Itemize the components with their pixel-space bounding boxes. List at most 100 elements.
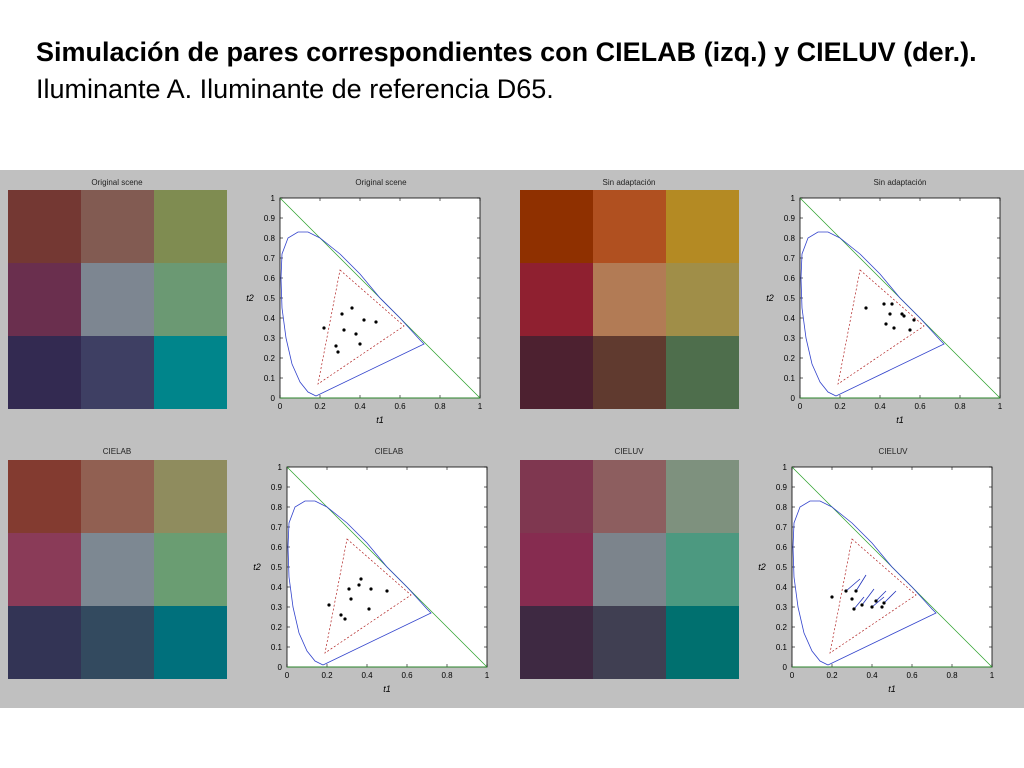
y-tick-label: 0.4 — [264, 314, 276, 323]
spectrum-locus — [792, 500, 937, 666]
y-axis-label: t2 — [253, 562, 261, 572]
chromaticity-chart: 0 0.1 0.2 0.3 0.4 0.5 0.6 0.7 0.8 0.9 1 0 0.2 0.4 0.6 0… — [253, 463, 490, 694]
color-swatch — [666, 263, 739, 336]
spectrum-locus — [800, 231, 945, 397]
y-tick-label: 0.8 — [271, 503, 283, 512]
color-swatch — [520, 190, 593, 263]
chromaticity-chart: 0 0.1 0.2 0.3 0.4 0.5 0.6 0.7 0.8 0.9 1 0 0.2 0.4 0.6 0… — [758, 463, 995, 694]
swatch-panel-title: CIELAB — [102, 447, 132, 456]
color-swatch — [154, 263, 227, 336]
x-tick-label: 0.4 — [361, 671, 373, 680]
y-tick-label: 0.1 — [271, 643, 283, 652]
gamut-triangle — [829, 538, 917, 654]
y-tick-label: 0.2 — [271, 623, 283, 632]
shift-arrow — [861, 588, 875, 606]
data-point — [884, 322, 888, 326]
y-tick-label: 0.4 — [776, 583, 788, 592]
color-swatch — [8, 336, 81, 409]
color-swatch — [520, 460, 593, 533]
y-tick-label: 0.6 — [776, 543, 788, 552]
data-point — [327, 603, 331, 607]
x-axis-label: t1 — [896, 415, 904, 425]
y-tick-label: 0.3 — [776, 603, 788, 612]
y-tick-label: 1 — [791, 194, 796, 203]
x-tick-label: 1 — [998, 402, 1003, 411]
data-point — [385, 589, 389, 593]
color-swatch — [81, 606, 154, 679]
data-point — [860, 603, 864, 607]
data-point — [369, 587, 373, 591]
data-point — [357, 583, 361, 587]
data-point — [844, 589, 848, 593]
color-swatch — [8, 460, 81, 533]
data-point — [882, 302, 886, 306]
y-tick-label: 0.3 — [271, 603, 283, 612]
data-point — [342, 328, 346, 332]
y-tick-label: 0 — [278, 663, 283, 672]
color-swatch — [593, 190, 666, 263]
shift-arrow — [871, 596, 885, 608]
data-point — [902, 314, 906, 318]
slide-title-bold: Simulación de pares correspondientes con… — [36, 37, 977, 67]
x-tick-label: 0.2 — [826, 671, 838, 680]
swatch-grid — [520, 460, 739, 679]
y-tick-label: 0.8 — [776, 503, 788, 512]
x-tick-label: 1 — [990, 671, 995, 680]
color-swatch — [81, 190, 154, 263]
swatch-panel-title: Original scene — [91, 178, 143, 187]
color-swatch — [520, 263, 593, 336]
y-tick-label: 0.4 — [784, 314, 796, 323]
y-axis-label: t2 — [246, 293, 254, 303]
data-point — [888, 312, 892, 316]
x-tick-label: 0.8 — [434, 402, 446, 411]
data-point — [874, 599, 878, 603]
gamut-triangle — [317, 269, 405, 385]
x-tick-label: 0.2 — [314, 402, 326, 411]
color-swatch — [666, 460, 739, 533]
chart-title: CIELAB — [374, 447, 404, 456]
x-tick-label: 0.8 — [441, 671, 453, 680]
shift-arrow — [883, 590, 897, 604]
swatch-grid — [520, 190, 739, 409]
x-tick-label: 0.2 — [321, 671, 333, 680]
y-tick-label: 0 — [271, 394, 276, 403]
y-tick-label: 0.3 — [264, 334, 276, 343]
data-point — [349, 597, 353, 601]
data-point — [359, 577, 363, 581]
y-tick-label: 0.7 — [264, 254, 276, 263]
y-tick-label: 0.5 — [784, 294, 796, 303]
y-tick-label: 0.9 — [784, 214, 796, 223]
slide-title-regular: Iluminante A. Iluminante de referencia D… — [36, 74, 554, 104]
chart-title: Sin adaptación — [873, 178, 927, 187]
color-swatch — [666, 190, 739, 263]
y-tick-label: 0.5 — [776, 563, 788, 572]
data-point — [343, 617, 347, 621]
data-point — [322, 326, 326, 330]
y-tick-label: 0.8 — [264, 234, 276, 243]
x-axis-label: t1 — [383, 684, 391, 694]
color-swatch — [593, 606, 666, 679]
color-swatch — [81, 263, 154, 336]
data-point — [850, 597, 854, 601]
shift-arrow — [875, 590, 887, 602]
y-tick-label: 0.2 — [776, 623, 788, 632]
color-swatch — [8, 263, 81, 336]
color-swatch — [520, 336, 593, 409]
swatch-panel-title: Sin adaptación — [602, 178, 656, 187]
y-tick-label: 0.2 — [784, 354, 796, 363]
data-point — [870, 605, 874, 609]
shift-arrow — [855, 574, 867, 592]
color-swatch — [666, 606, 739, 679]
data-point — [892, 326, 896, 330]
y-tick-label: 0.9 — [776, 483, 788, 492]
data-point — [334, 344, 338, 348]
y-tick-label: 0.1 — [776, 643, 788, 652]
data-point — [347, 587, 351, 591]
data-point — [354, 332, 358, 336]
y-tick-label: 0.7 — [776, 523, 788, 532]
data-point — [854, 589, 858, 593]
y-tick-label: 0.3 — [784, 334, 796, 343]
y-tick-label: 0.8 — [784, 234, 796, 243]
spectrum-locus — [280, 231, 425, 397]
y-tick-label: 0.4 — [271, 583, 283, 592]
